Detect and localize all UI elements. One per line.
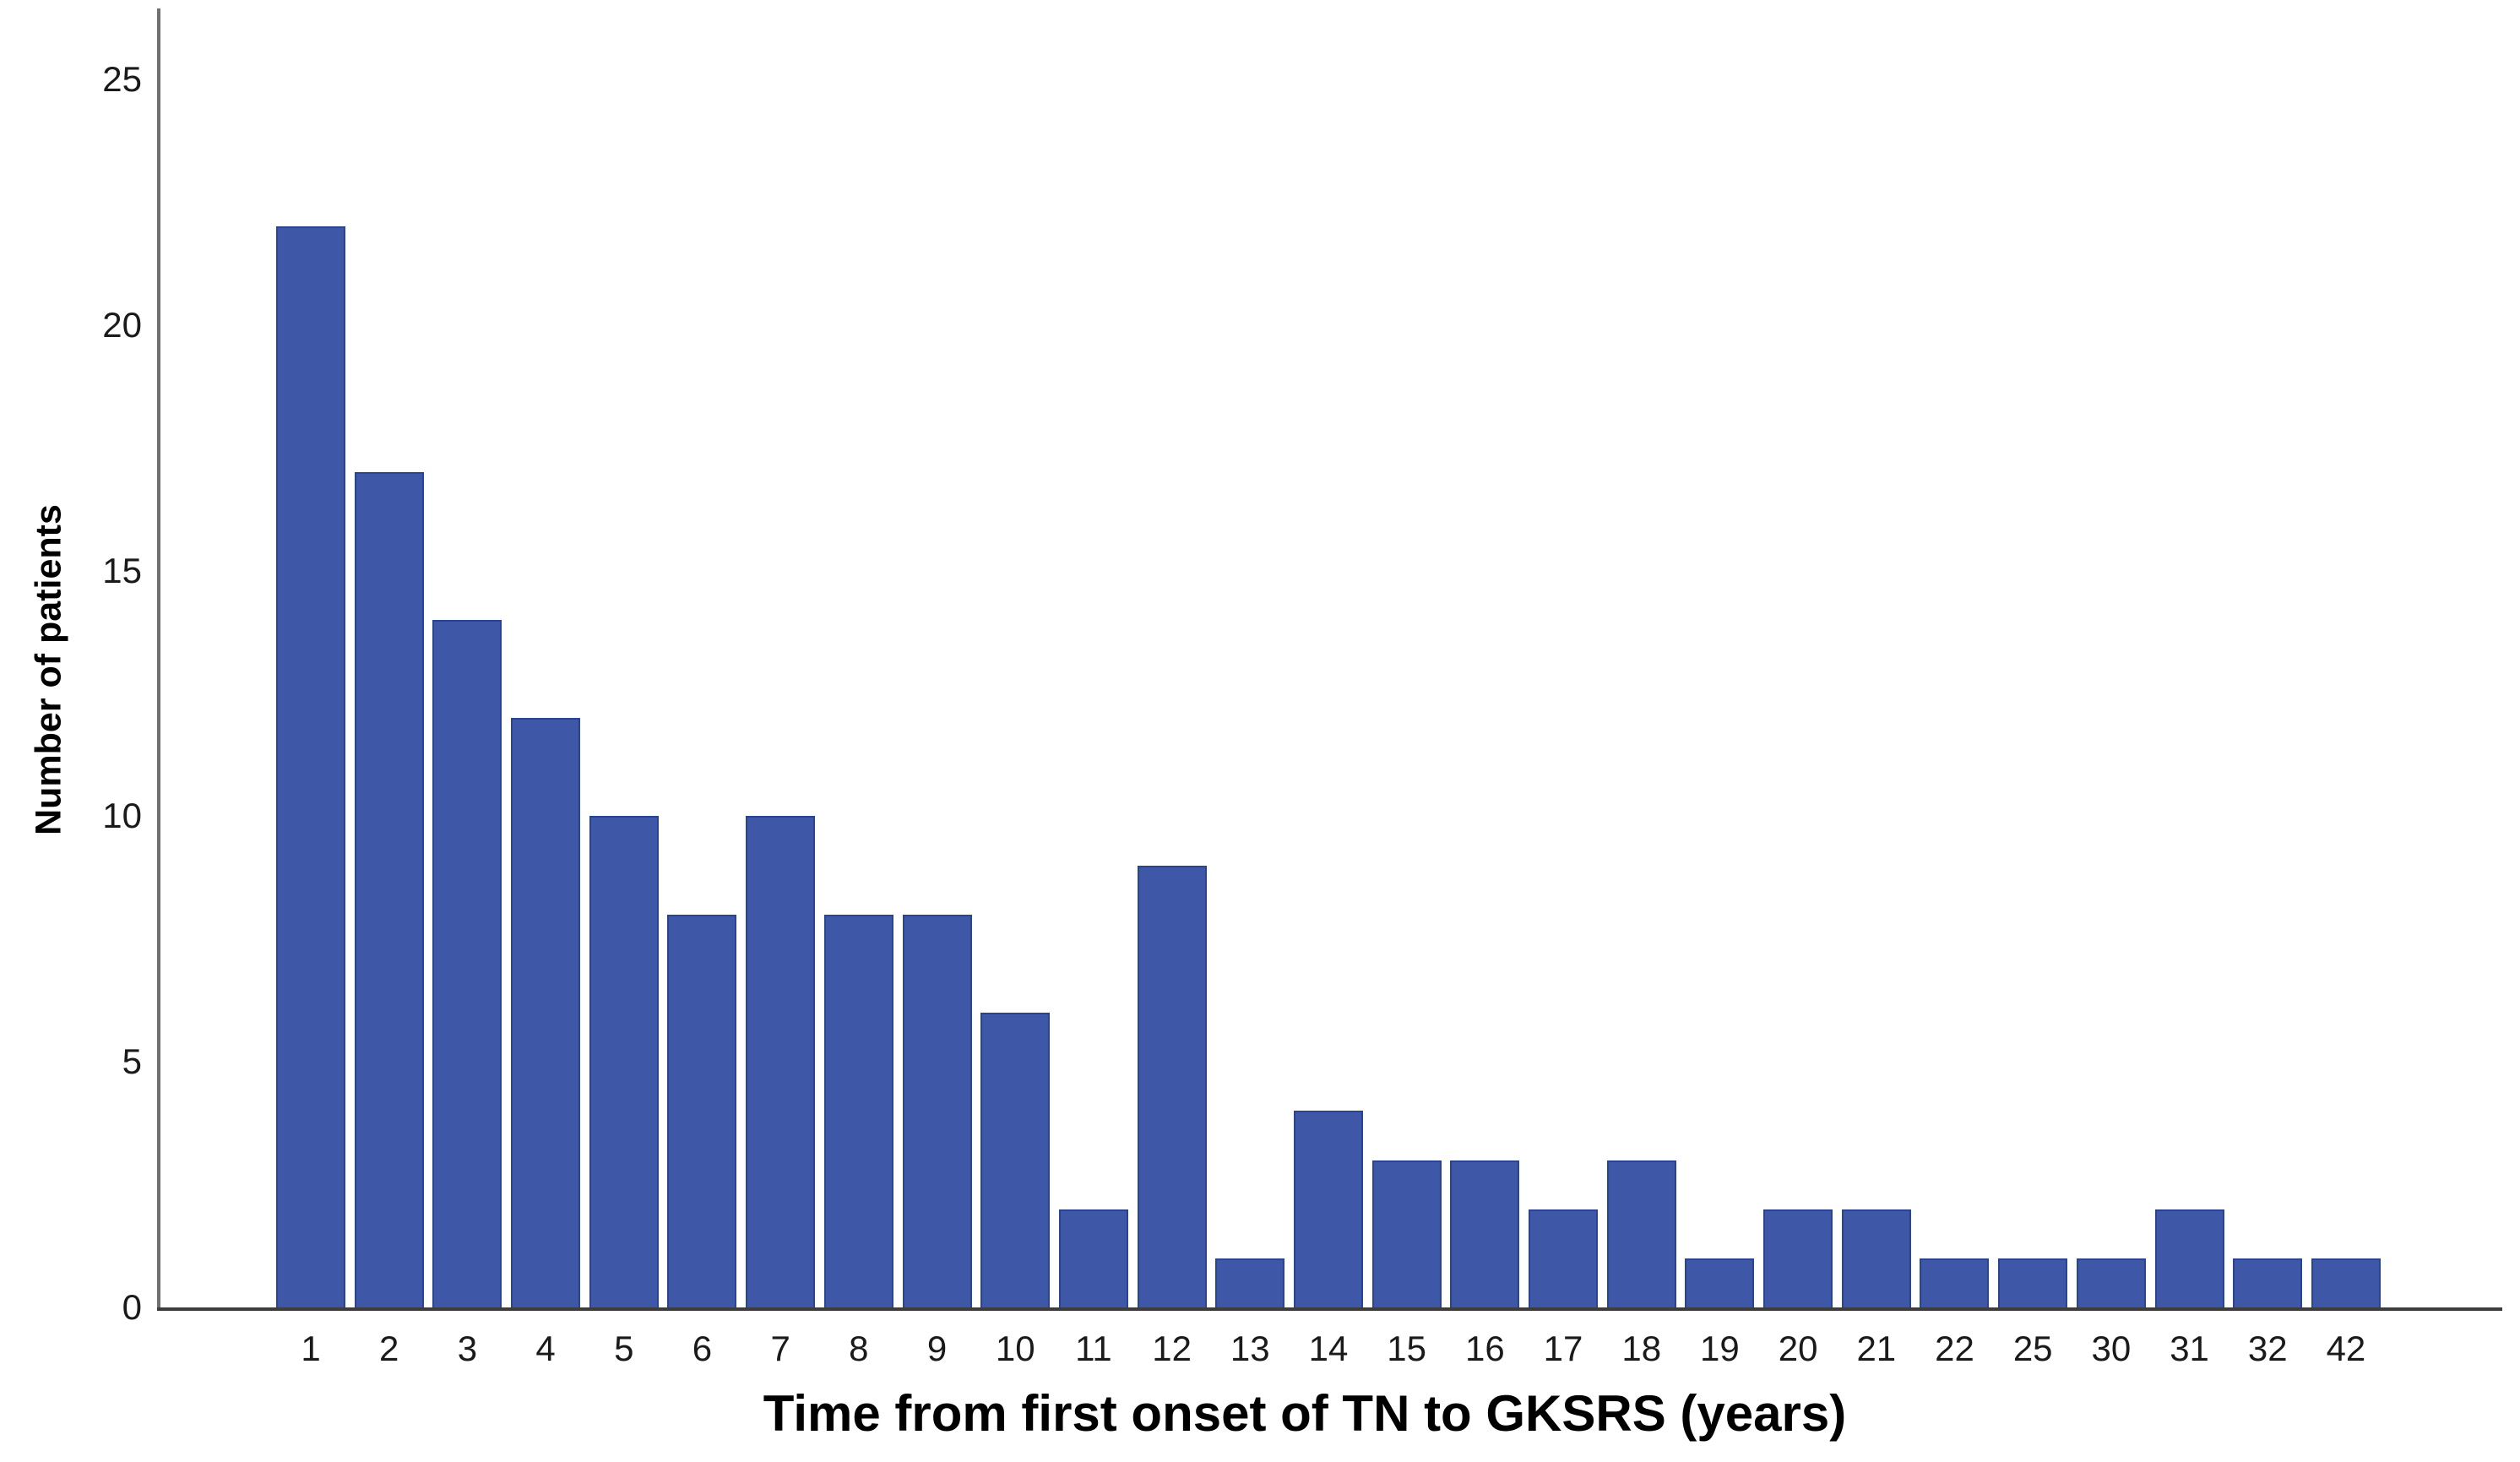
x-tick-label-31: 31 (2170, 1329, 2209, 1368)
bar-13 (1215, 1258, 1285, 1307)
x-tick-label-20: 20 (1778, 1329, 1818, 1368)
bar-18 (1606, 1160, 1676, 1307)
x-tick-label-32: 32 (2247, 1329, 2288, 1368)
bar-42 (2311, 1258, 2381, 1307)
x-tick-label-30: 30 (2091, 1329, 2132, 1368)
x-tick-label-2: 2 (379, 1329, 399, 1368)
bar-5 (589, 816, 659, 1307)
bar-15 (1371, 1160, 1442, 1307)
x-tick-label-16: 16 (1464, 1329, 1505, 1368)
x-tick-label-6: 6 (692, 1329, 713, 1368)
y-axis-line (157, 8, 160, 1310)
x-tick-label-22: 22 (1935, 1329, 1974, 1368)
bar-2 (354, 472, 424, 1307)
x-tick-label-13: 13 (1230, 1329, 1270, 1368)
x-tick-label-10: 10 (995, 1329, 1035, 1368)
bar-20 (1763, 1209, 1833, 1307)
bar-32 (2233, 1258, 2303, 1307)
x-tick-label-21: 21 (1856, 1329, 1897, 1368)
x-tick-label-3: 3 (457, 1329, 478, 1368)
x-tick-label-18: 18 (1621, 1329, 1662, 1368)
y-tick-label-5: 5 (122, 1041, 142, 1082)
y-tick-label-0: 0 (122, 1287, 142, 1327)
bar-9 (902, 914, 972, 1307)
y-tick-label-25: 25 (102, 59, 142, 99)
bar-6 (667, 914, 737, 1307)
bar-25 (1998, 1258, 2068, 1307)
bar-14 (1293, 1111, 1363, 1307)
bar-11 (1058, 1209, 1128, 1307)
bar-1 (276, 226, 345, 1307)
bar-8 (823, 914, 893, 1307)
x-tick-label-7: 7 (770, 1329, 790, 1368)
x-tick-label-25: 25 (2012, 1329, 2053, 1368)
y-tick-label-10: 10 (102, 796, 142, 836)
bar-16 (1450, 1160, 1520, 1307)
x-tick-label-17: 17 (1543, 1329, 1583, 1368)
y-tick-label-20: 20 (102, 304, 142, 345)
bar-19 (1685, 1258, 1755, 1307)
x-tick-label-19: 19 (1700, 1329, 1740, 1368)
x-tick-label-12: 12 (1152, 1329, 1192, 1368)
x-tick-label-11: 11 (1075, 1329, 1112, 1368)
x-tick-label-14: 14 (1308, 1329, 1349, 1368)
x-tick-label-1: 1 (301, 1329, 321, 1368)
x-tick-label-8: 8 (849, 1329, 869, 1368)
bar-3 (432, 619, 502, 1307)
x-tick-label-4: 4 (535, 1329, 556, 1368)
x-axis-title: Time from first onset of TN to GKSRS (ye… (763, 1385, 1847, 1442)
bar-21 (1841, 1209, 1911, 1307)
bar-17 (1529, 1209, 1599, 1307)
bar-12 (1137, 865, 1207, 1307)
x-tick-label-9: 9 (926, 1329, 948, 1368)
x-tick-label-5: 5 (614, 1329, 634, 1368)
y-tick-label-15: 15 (102, 550, 142, 590)
x-tick-label-15: 15 (1387, 1329, 1427, 1368)
bar-10 (980, 1013, 1051, 1307)
x-axis-line (157, 1307, 2502, 1311)
bar-30 (2076, 1258, 2146, 1307)
bar-31 (2154, 1209, 2224, 1307)
bar-22 (1920, 1258, 1990, 1307)
x-tick-label-42: 42 (2326, 1329, 2366, 1368)
bar-7 (746, 816, 816, 1307)
bar-4 (511, 718, 581, 1307)
